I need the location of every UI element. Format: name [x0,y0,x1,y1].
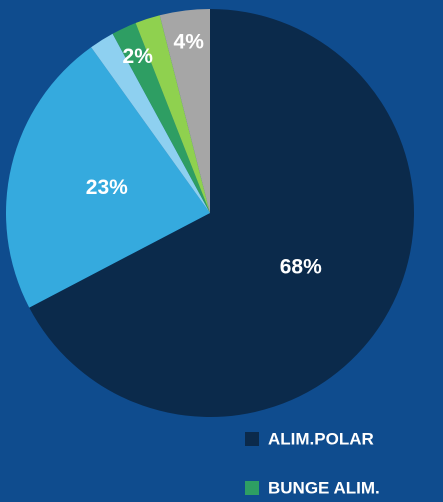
legend-label: ALIM.POLAR [268,429,374,448]
data-label: 2% [123,45,154,68]
data-label: 4% [174,31,205,54]
pie-slice [159,9,210,213]
data-label: 23% [86,176,128,199]
pie-slice [91,33,210,213]
data-label: 68% [280,255,322,278]
pie-slice [29,9,414,417]
legend-label: BUNGE ALIM. [268,478,380,497]
legend-swatch [245,481,259,495]
pie-slice [112,23,210,213]
pie-slice [135,15,210,214]
pie-slice [5,47,211,308]
legend-swatch [245,432,259,446]
